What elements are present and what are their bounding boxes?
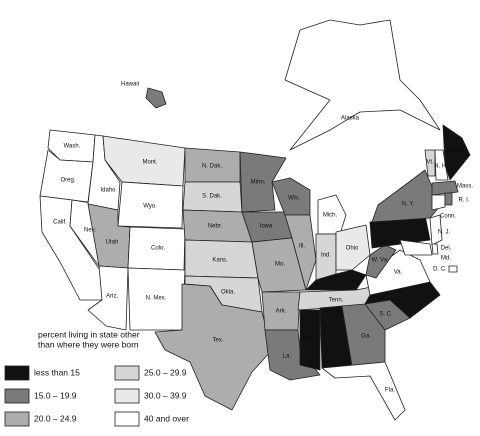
legend-title: percent living in state other xyxy=(38,329,140,339)
state-label: Iowa xyxy=(260,224,273,230)
legend-label: 30.0 – 39.9 xyxy=(144,390,187,400)
state-label: Fla. xyxy=(385,388,395,394)
state-label: Okla. xyxy=(221,290,235,296)
state-label: Ill. xyxy=(299,244,305,250)
legend: percent living in state other than where… xyxy=(4,329,189,427)
state-label: Nev. xyxy=(84,228,96,234)
state-label: Md. xyxy=(441,256,451,262)
state-label: N. J. xyxy=(438,230,451,236)
state-label: Maine xyxy=(447,148,464,154)
state-label: Hawaii xyxy=(121,82,139,88)
state xyxy=(431,194,446,211)
state-label: Del. xyxy=(441,246,452,252)
state-label: Tex. xyxy=(212,338,223,344)
state-label: Wis. xyxy=(288,196,300,202)
legend-title: than where they were born xyxy=(38,339,139,349)
state xyxy=(371,169,441,223)
state xyxy=(341,303,386,367)
legend-swatch xyxy=(114,411,140,427)
state-label: R. I. xyxy=(458,198,469,204)
state-label: Ala. xyxy=(330,334,341,340)
state-label: Tenn. xyxy=(329,298,344,304)
state-label: Idaho xyxy=(100,188,116,194)
legend-label: 20.0 – 24.9 xyxy=(34,413,77,423)
state xyxy=(284,214,317,291)
state-label: La. xyxy=(283,354,292,360)
state xyxy=(321,361,406,421)
state-label: Utah xyxy=(106,240,119,246)
state-label: Oreg. xyxy=(60,178,75,184)
state-label: Pa. xyxy=(393,230,402,236)
state xyxy=(239,151,287,213)
state-label: W. Va. xyxy=(371,258,389,264)
state xyxy=(154,283,273,411)
state-label: Miss. xyxy=(303,336,317,342)
state-label: D. C. xyxy=(433,267,447,273)
legend-label: less than 15 xyxy=(34,367,80,377)
state xyxy=(399,239,433,256)
state-label: Mass. xyxy=(457,184,473,190)
state-label: Wyo. xyxy=(143,204,157,210)
state xyxy=(284,19,441,151)
state xyxy=(145,87,167,109)
state-label: Kans. xyxy=(212,258,228,264)
state-label: Colo. xyxy=(151,246,165,252)
state-label: Wash. xyxy=(64,144,81,150)
state xyxy=(429,214,443,246)
legend-swatch xyxy=(4,388,30,404)
state xyxy=(442,124,471,181)
state-label: Va. xyxy=(394,270,403,276)
state-label: Ariz. xyxy=(106,294,118,300)
state-label: Ga. xyxy=(361,334,371,340)
state xyxy=(448,265,458,273)
state-label: Nebr. xyxy=(208,224,223,230)
state-label: Alaska xyxy=(341,116,360,122)
legend-swatch xyxy=(4,411,30,427)
state-label: Minn. xyxy=(251,180,266,186)
state xyxy=(335,224,371,271)
states xyxy=(39,19,471,421)
state xyxy=(117,181,184,229)
legend-swatch xyxy=(4,365,30,381)
state xyxy=(424,149,436,177)
legend-swatch xyxy=(114,365,140,381)
state-label: Vt. xyxy=(426,160,434,166)
state xyxy=(299,309,321,371)
state xyxy=(444,192,453,206)
state-labels: Wash. Oreg. Calif. Nev. Idaho Mont. Wyo. Utah Co… xyxy=(53,82,473,394)
state-label: N. C. xyxy=(401,296,415,302)
state-label: N. H. xyxy=(434,164,448,170)
legend-label: 40 and over xyxy=(144,413,189,423)
state-label: Ohio xyxy=(346,246,359,252)
state xyxy=(271,177,311,216)
state xyxy=(264,329,321,381)
state xyxy=(317,194,347,235)
state xyxy=(434,149,449,181)
state-label: Ky. xyxy=(330,280,339,286)
state-label: Ind. xyxy=(321,253,331,259)
state xyxy=(431,243,439,255)
state-label: Conn. xyxy=(440,214,456,220)
legend-label: 15.0 – 19.9 xyxy=(34,390,77,400)
state xyxy=(431,180,459,196)
state-label: N. Y. xyxy=(402,202,415,208)
state-label: N. Dak. xyxy=(202,164,222,170)
legend-label: 25.0 – 29.9 xyxy=(144,367,187,377)
state xyxy=(251,237,307,293)
state-label: Mont. xyxy=(142,160,157,166)
state xyxy=(365,249,431,296)
state-label: S. Dak. xyxy=(202,194,222,200)
state-label: Ark. xyxy=(276,309,287,315)
state-label: S. C. xyxy=(379,312,393,318)
state-label: N. Mex. xyxy=(146,296,167,302)
state-label: Mich. xyxy=(323,213,338,219)
legend-swatch xyxy=(114,388,140,404)
state-label: Calif. xyxy=(53,220,67,226)
state-label: Mo. xyxy=(275,262,285,268)
